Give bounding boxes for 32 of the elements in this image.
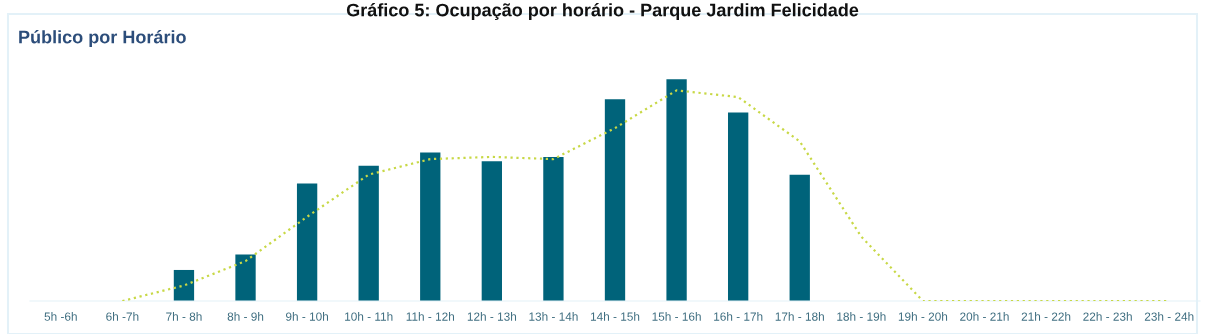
bar xyxy=(789,174,810,301)
bar xyxy=(728,112,749,301)
x-tick-label: 19h - 20h xyxy=(898,312,948,321)
bar xyxy=(604,99,626,301)
x-tick-label: 9h - 10h xyxy=(286,312,328,321)
x-tick-label: 13h - 14h xyxy=(529,312,578,321)
x-tick-label: 10h - 11h xyxy=(345,312,393,321)
bar xyxy=(666,79,687,301)
x-tick-label: 20h - 21h xyxy=(960,312,1009,321)
bar xyxy=(420,152,441,301)
x-tick-label: 6h -7h xyxy=(106,312,139,321)
x-tick-label: 22h - 23h xyxy=(1083,312,1132,321)
chart-subtitle: Público por Horário xyxy=(19,30,186,47)
bar xyxy=(173,269,195,301)
x-tick-label: 18h - 19h xyxy=(837,312,886,321)
x-tick-label: 17h - 18h xyxy=(775,312,824,321)
x-tick-label: 14h - 15h xyxy=(590,312,640,321)
bar xyxy=(296,183,318,301)
bar xyxy=(235,254,256,301)
x-tick-label: 5h -6h xyxy=(44,312,77,321)
bar xyxy=(543,156,564,301)
x-tick-label: 16h - 17h xyxy=(714,312,763,321)
x-tick-label: 11h - 12h xyxy=(406,312,455,321)
x-tick-label: 7h - 8h xyxy=(166,312,202,321)
x-tick-label: 23h - 24h xyxy=(1144,312,1194,321)
x-tick-label: 12h - 13h xyxy=(467,312,517,321)
x-tick-label: 15h - 16h xyxy=(652,312,701,321)
x-tick-label: 8h - 9h xyxy=(227,312,264,321)
x-tick-label: 21h - 22h xyxy=(1021,312,1071,321)
chart-title: Gráfico 5: Ocupação por horário - Parque Jardim Felicidade xyxy=(346,3,859,20)
bar xyxy=(481,161,502,301)
bar xyxy=(358,165,379,301)
